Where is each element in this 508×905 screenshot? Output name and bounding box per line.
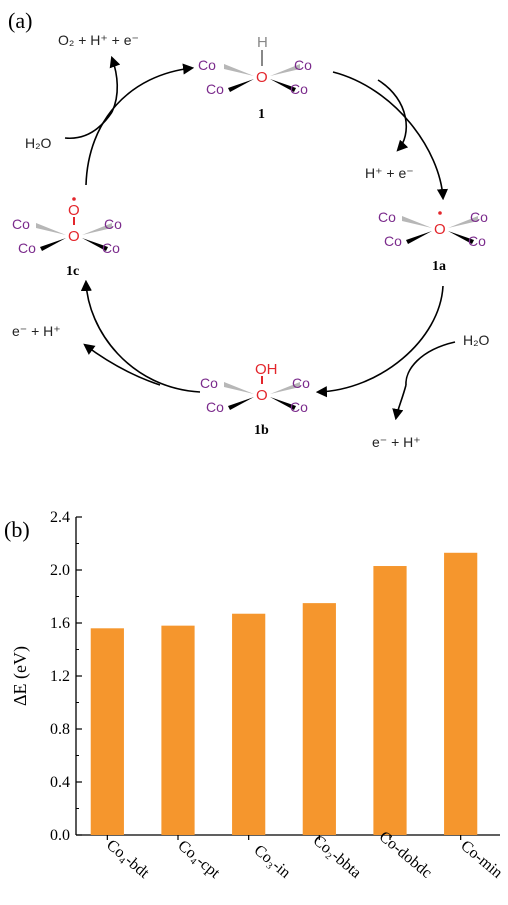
y-tick-label: 0.0	[50, 827, 70, 844]
branch-release-e-h-bottom	[392, 384, 407, 421]
y-tick-label: 1.6	[50, 615, 70, 632]
bar	[232, 613, 266, 835]
arrow-1a-to-1b	[315, 285, 444, 398]
cobalt-atom: Co	[470, 209, 488, 225]
cobalt-atom: Co	[102, 240, 120, 256]
species-water-right: H₂O	[463, 332, 490, 348]
cobalt-atom: Co	[104, 216, 122, 232]
bar	[90, 628, 124, 835]
cobalt-atom: Co	[206, 399, 224, 415]
cobalt-atom: Co	[198, 57, 216, 73]
x-tick-label: Co₄-cpt	[174, 837, 223, 882]
structure-1: H Co Co Co Co O 1	[198, 34, 312, 122]
oxygen-atom: O	[434, 221, 446, 238]
structure-label: 1b	[254, 423, 269, 438]
arrow-1c-to-1	[85, 63, 195, 186]
y-axis-label: ΔE (eV)	[10, 646, 31, 706]
cobalt-atom: Co	[206, 81, 224, 97]
arrow-1-to-1a	[332, 71, 449, 201]
oxygen-atom: O	[256, 69, 268, 86]
x-tick-label: Co₂-bbta	[310, 832, 365, 882]
branch-water-in-left	[64, 111, 113, 139]
cobalt-atom: Co	[294, 57, 312, 73]
cobalt-atom: Co	[200, 375, 218, 391]
cobalt-atom: Co	[384, 233, 402, 249]
cobalt-atom: Co	[12, 216, 30, 232]
bar	[373, 566, 407, 835]
y-tick-label: 2.4	[50, 509, 70, 526]
hydrogen-atom: H	[257, 34, 268, 51]
cobalt-atom: Co	[18, 240, 36, 256]
cobalt-atom: Co	[468, 233, 486, 249]
y-tick-label: 2.0	[50, 562, 70, 579]
cobalt-atom: Co	[292, 375, 310, 391]
bar-chart: 0.0 0.4 0.8 1.2 1.6 2.0 2.4 ΔE (eV) Co₄-bdt Co₄-c…	[10, 509, 506, 882]
panel-b-label: (b)	[4, 517, 30, 542]
structure-1c: O Co Co Co Co O 1c	[12, 197, 122, 279]
y-tick-label: 0.8	[50, 721, 70, 738]
cobalt-atom: Co	[290, 81, 308, 97]
species-h-e-top-right: H⁺ + e⁻	[365, 165, 414, 181]
species-e-h-left: e⁻ + H⁺	[12, 323, 61, 339]
bar	[161, 625, 195, 835]
y-tick-label: 0.4	[50, 774, 70, 791]
hydroxyl-group: OH	[255, 361, 278, 378]
structure-label: 1	[258, 107, 265, 122]
oxygen-atom: O	[256, 387, 268, 404]
x-tick-label: Co-min	[457, 837, 505, 881]
branch-water-in-right	[405, 341, 456, 386]
branch-release-e-h-left	[83, 343, 161, 386]
bar	[444, 552, 478, 835]
species-e-h-bottom-right: e⁻ + H⁺	[372, 434, 421, 450]
panel-a-label: (a)	[8, 8, 32, 33]
y-tick-label: 1.2	[50, 668, 70, 685]
species-o2-products: O₂ + H⁺ + e⁻	[58, 32, 139, 48]
species-water-left: H₂O	[25, 135, 52, 151]
radical-oxygen-atom: O	[68, 202, 80, 219]
structure-label: 1a	[432, 259, 446, 274]
bar	[302, 603, 336, 835]
branch-release-h-e-top	[377, 79, 409, 152]
x-tick-label: Co₄-bdt	[103, 837, 153, 883]
oxygen-atom: O	[68, 228, 80, 245]
x-tick-label: Co-dobdc	[376, 828, 435, 882]
structure-1a: Co Co Co Co O 1a	[378, 209, 488, 274]
x-tick-label: Co₃-in	[251, 842, 294, 882]
structure-1b: OH Co Co Co Co O 1b	[200, 361, 310, 438]
structure-label: 1c	[66, 264, 79, 279]
cobalt-atom: Co	[290, 399, 308, 415]
cycle-arrows	[64, 55, 456, 421]
arrow-1b-to-1c	[80, 279, 201, 393]
cobalt-atom: Co	[378, 209, 396, 225]
branch-release-o2	[109, 55, 121, 113]
